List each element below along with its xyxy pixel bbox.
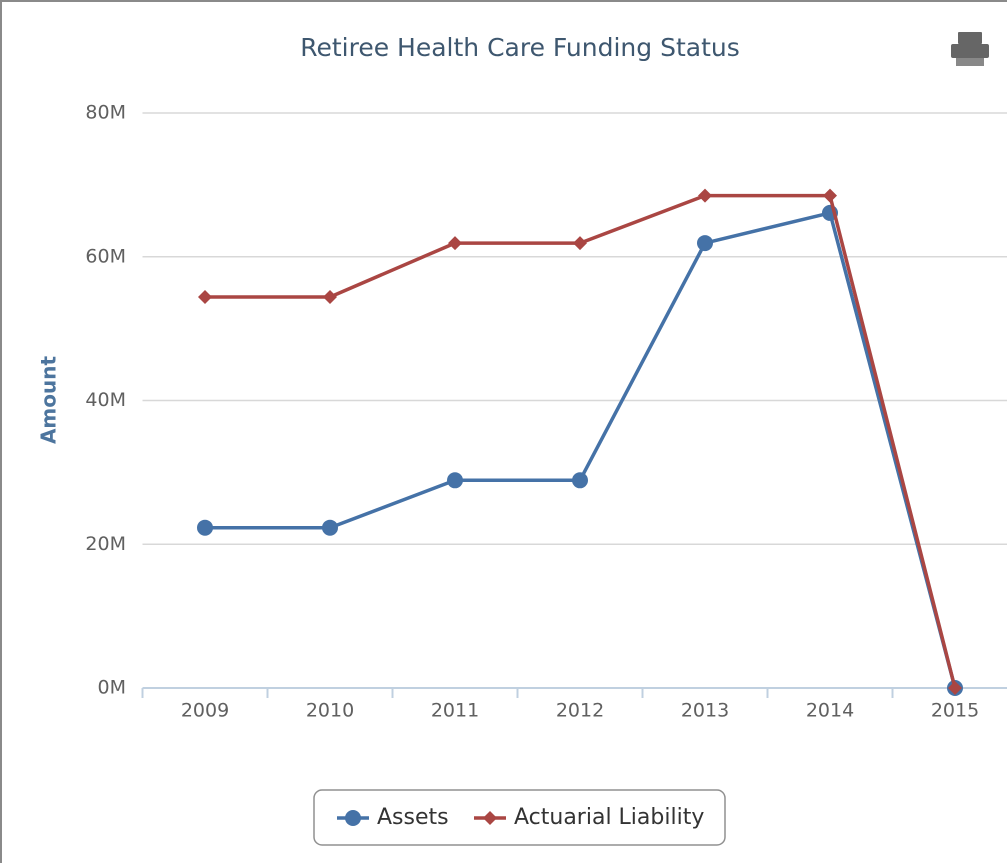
data-point bbox=[948, 681, 962, 695]
y-tick-label: 0M bbox=[98, 677, 126, 699]
x-tick-label: 2014 bbox=[806, 700, 854, 722]
data-point bbox=[698, 188, 712, 203]
legend-box bbox=[313, 789, 726, 846]
x-tick-label: 2013 bbox=[681, 700, 729, 722]
data-point bbox=[572, 472, 588, 489]
legend-symbol bbox=[345, 810, 361, 826]
data-point bbox=[322, 519, 338, 536]
data-point bbox=[447, 472, 463, 489]
x-tick-label: 2012 bbox=[556, 700, 604, 722]
x-tick-label: 2009 bbox=[181, 700, 229, 722]
y-tick-label: 40M bbox=[85, 389, 126, 411]
chart-title: Retiree Health Care Funding Status bbox=[300, 33, 740, 62]
data-point bbox=[448, 236, 462, 251]
legend-symbol bbox=[483, 811, 497, 825]
data-point bbox=[198, 290, 212, 304]
data-point bbox=[697, 235, 713, 252]
data-point bbox=[573, 236, 587, 251]
legend-label: Assets bbox=[377, 805, 449, 830]
data-point bbox=[823, 188, 837, 203]
print-button[interactable] bbox=[951, 32, 989, 66]
x-tick-label: 2011 bbox=[431, 700, 479, 722]
data-point bbox=[323, 290, 337, 304]
y-tick-label: 80M bbox=[85, 102, 126, 124]
y-tick-label: 60M bbox=[85, 245, 126, 267]
legend-label: Actuarial Liability bbox=[514, 805, 704, 830]
x-tick-label: 2015 bbox=[931, 700, 979, 722]
x-tick-label: 2010 bbox=[306, 700, 354, 722]
y-axis-title: Amount bbox=[37, 356, 61, 445]
y-tick-label: 20M bbox=[85, 533, 126, 555]
data-point bbox=[197, 519, 213, 536]
